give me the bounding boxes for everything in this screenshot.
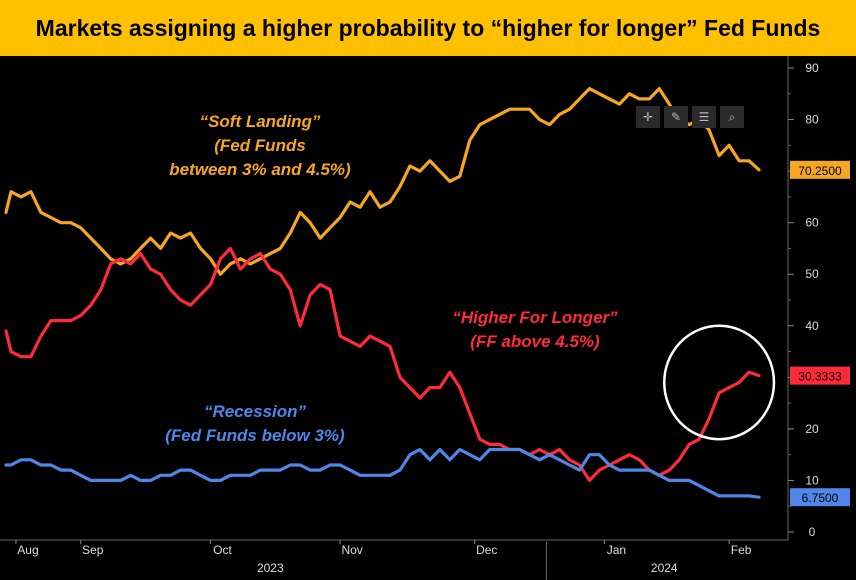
last-value-label-0: 70.2500: [798, 164, 842, 178]
y-tick-label: 0: [809, 525, 816, 539]
x-tick-label: Aug: [17, 543, 38, 557]
recession-annotation: “Recession” (Fed Funds below 3%): [130, 400, 380, 448]
series-line-1: [4, 246, 761, 482]
x-tick-label: Nov: [341, 543, 362, 557]
last-value-badge-1: [790, 366, 850, 385]
pen-icon[interactable]: ✎: [664, 106, 688, 128]
higher-for-longer-annotation: “Higher For Longer” (FF above 4.5%): [420, 306, 650, 354]
x-tick-label: Feb: [731, 543, 752, 557]
x-tick-label: Oct: [213, 543, 232, 557]
recession-title: “Recession”: [203, 402, 307, 421]
last-value-badge-2: [790, 488, 850, 507]
year-label: 2024: [651, 561, 678, 575]
y-tick-label: 90: [805, 61, 819, 75]
higher-for-longer-line2: (FF above 4.5%): [470, 332, 600, 351]
y-tick-label: 80: [805, 113, 819, 127]
last-value-label-1: 30.3333: [798, 370, 842, 384]
line-chart: 0102030405060708090AugSepOctNovDecJanFeb…: [0, 56, 850, 580]
y-tick-label: 20: [805, 422, 819, 436]
y-tick-label: 10: [805, 473, 819, 487]
recession-line2: (Fed Funds below 3%): [165, 426, 345, 445]
series-line-2: [4, 447, 761, 499]
soft-landing-annotation: “Soft Landing” (Fed Funds between 3% and…: [140, 110, 380, 182]
year-label: 2023: [257, 561, 284, 575]
soft-landing-title: “Soft Landing”: [199, 112, 321, 131]
higher-for-longer-title: “Higher For Longer”: [452, 308, 618, 327]
chart-title-bar: Markets assigning a higher probability t…: [0, 0, 856, 56]
soft-landing-line2: (Fed Funds: [214, 136, 306, 155]
y-tick-label: 60: [805, 216, 819, 230]
y-tick-label: 50: [805, 267, 819, 281]
y-tick-label: 40: [805, 319, 819, 333]
x-tick-label: Dec: [476, 543, 497, 557]
x-tick-label: Jan: [607, 543, 626, 557]
soft-landing-line3: between 3% and 4.5%): [169, 160, 351, 179]
crosshair-icon[interactable]: ✛: [636, 106, 660, 128]
list-icon[interactable]: ☰: [692, 106, 716, 128]
last-value-badge-0: [790, 160, 850, 179]
highlight-circle: [663, 324, 776, 441]
chart-title: Markets assigning a higher probability t…: [35, 14, 821, 41]
x-tick-label: Sep: [82, 543, 104, 557]
last-value-label-2: 6.7500: [802, 491, 839, 505]
search-icon[interactable]: ⌕: [720, 106, 744, 128]
